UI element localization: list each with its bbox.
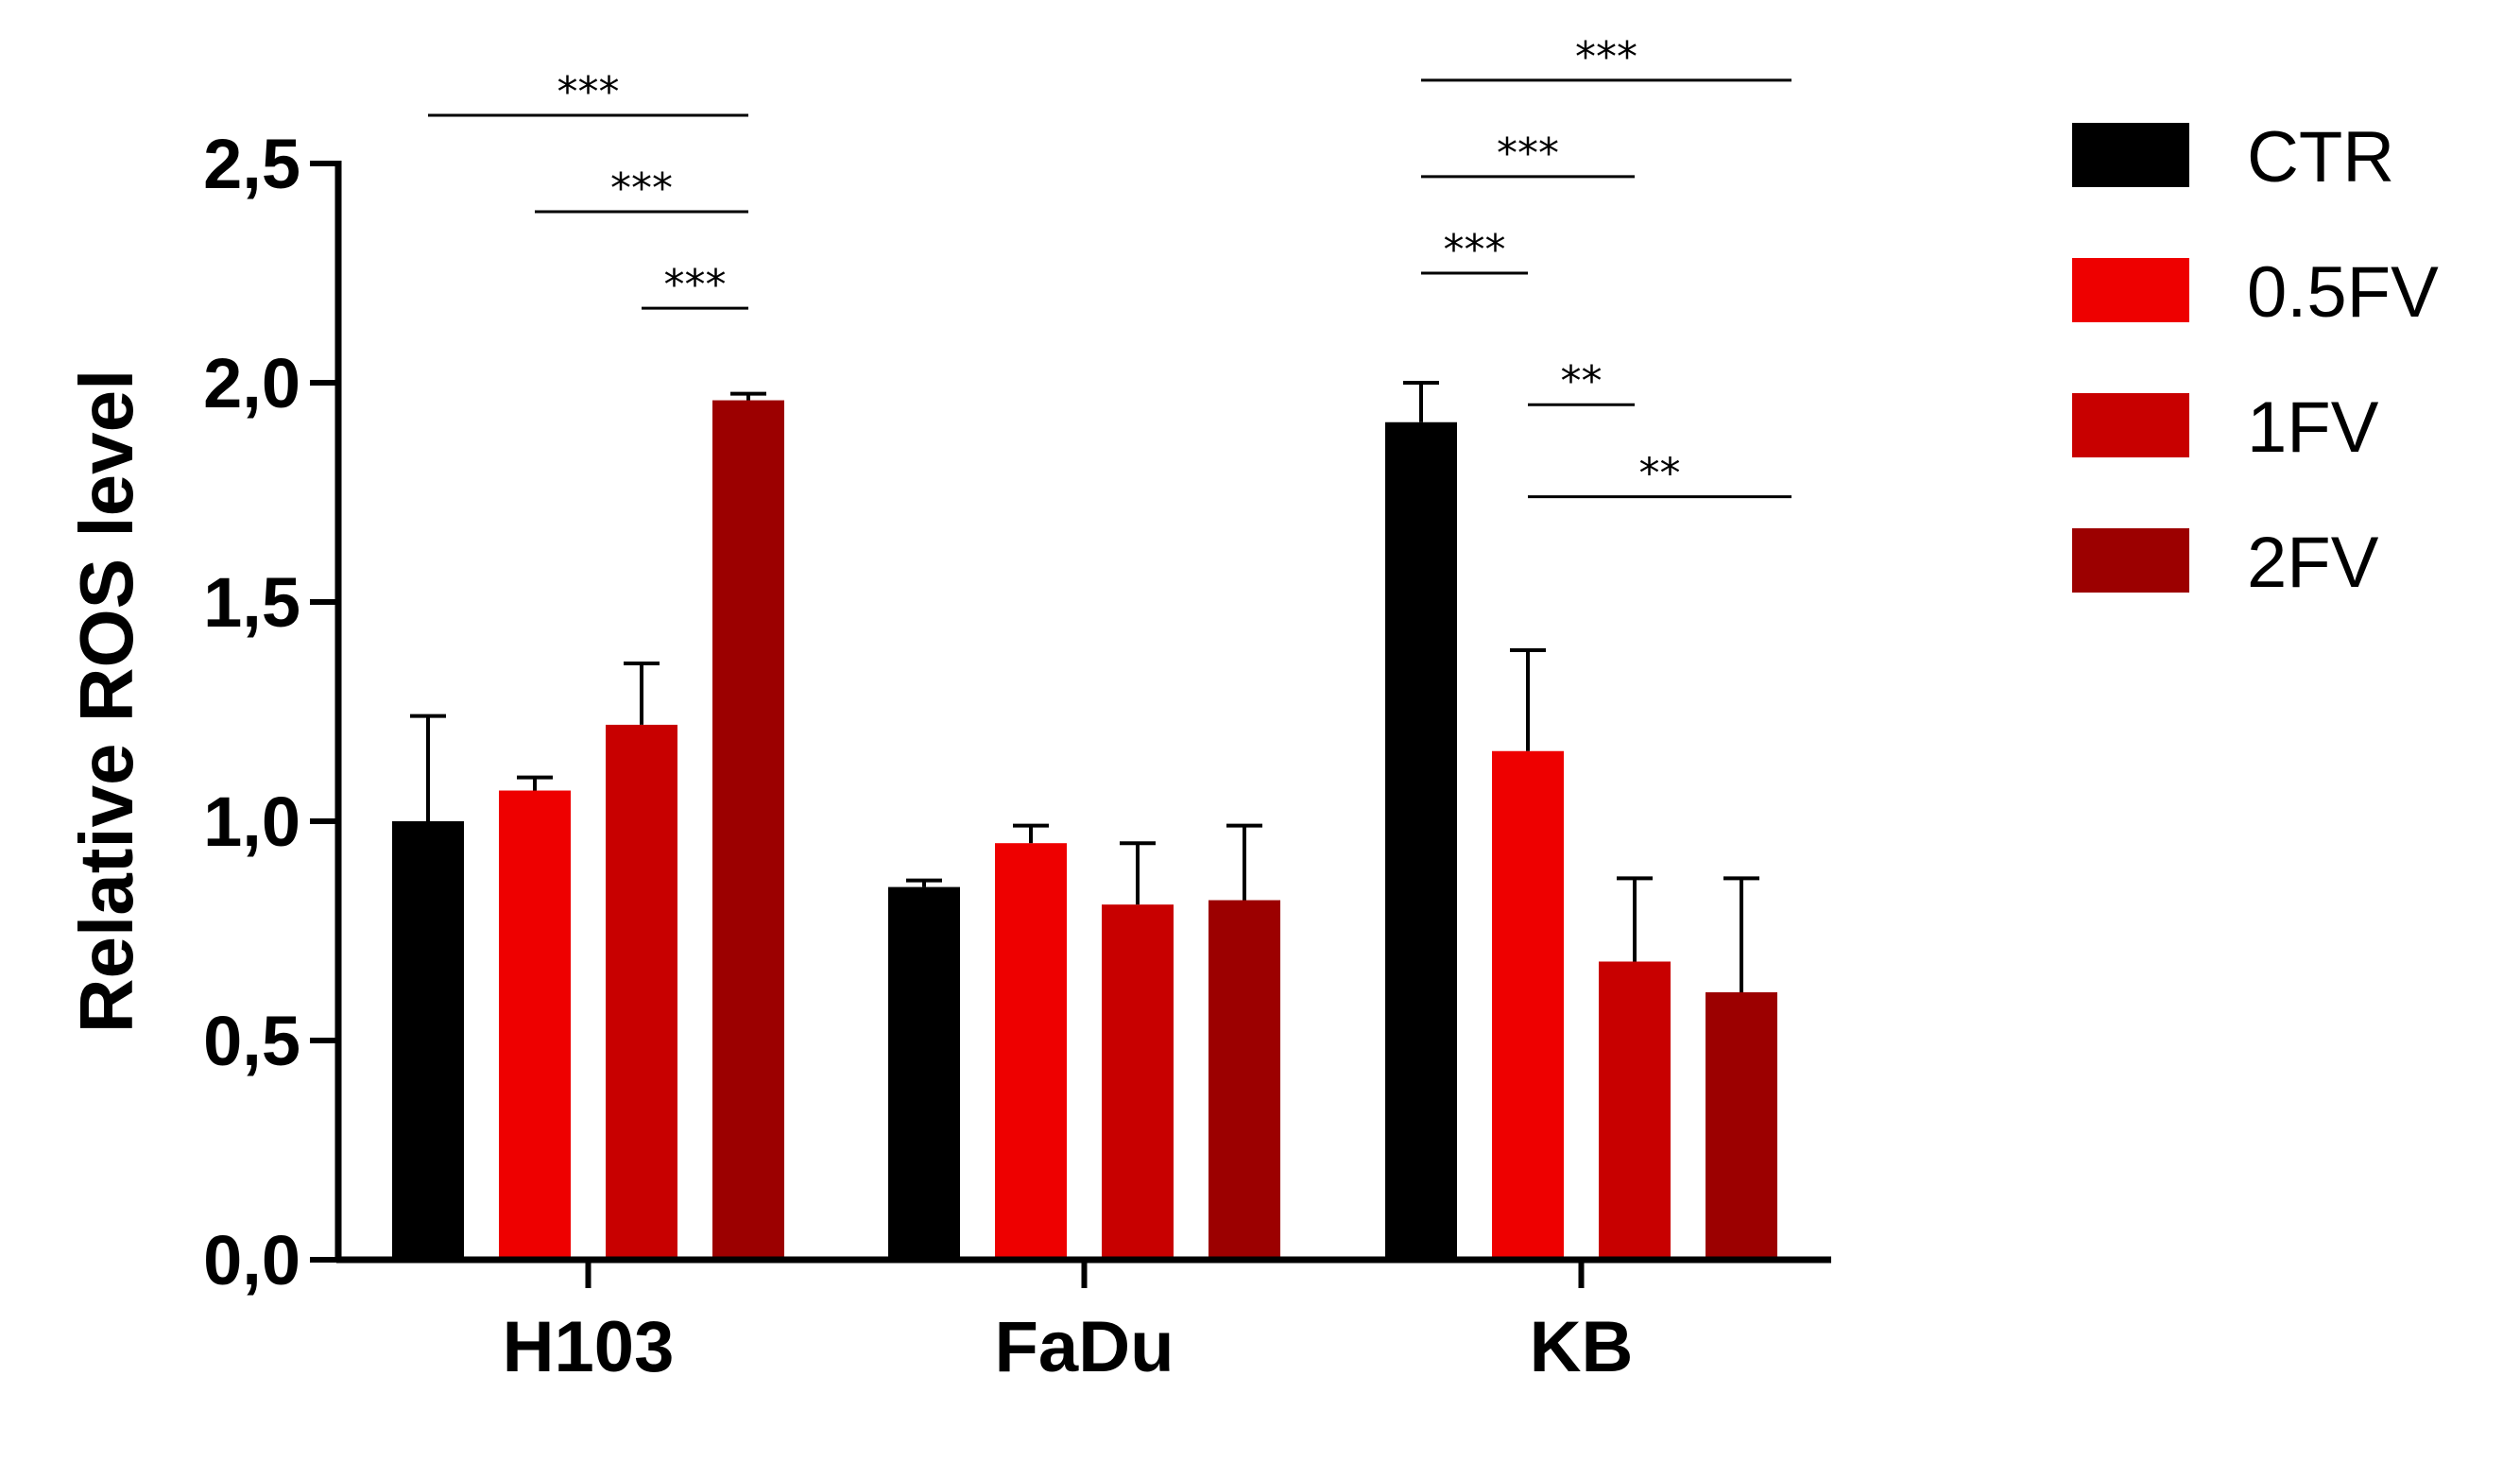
legend-label-ctr: CTR xyxy=(2247,117,2394,198)
bar-kb-2fv xyxy=(1706,991,1777,1260)
legend: CTR 0.5FV 1FV 2FV xyxy=(2072,117,2439,603)
legend-swatch-1fv xyxy=(2072,393,2189,457)
significance-label: *** xyxy=(1444,226,1506,274)
significance-label: *** xyxy=(557,68,620,116)
bar-h103-0-5fv xyxy=(499,790,571,1260)
bar-fadu-ctr xyxy=(888,886,960,1260)
x-tick-label-fadu: FaDu xyxy=(995,1307,1174,1387)
significance-layer: ********************** xyxy=(428,33,1791,499)
axes: 0,0 0,5 1,0 1,5 2,0 2,5 H103 FaDu KB xyxy=(203,125,1831,1387)
significance-label: *** xyxy=(1575,33,1637,81)
legend-label-0-5fv: 0.5FV xyxy=(2247,252,2439,333)
bar-fadu-0-5fv xyxy=(995,843,1067,1260)
significance-label: ** xyxy=(1639,450,1681,498)
y-tick-label: 1,5 xyxy=(203,563,300,642)
y-tick-label: 0,5 xyxy=(203,1002,300,1080)
bar-kb-0-5fv xyxy=(1492,750,1564,1260)
bar-h103-1fv xyxy=(606,724,677,1260)
significance-label: *** xyxy=(610,164,673,213)
significance-label: *** xyxy=(664,261,727,309)
bars-layer xyxy=(392,400,1777,1260)
legend-swatch-ctr xyxy=(2072,123,2189,187)
legend-swatch-2fv xyxy=(2072,528,2189,593)
bar-h103-ctr xyxy=(392,821,464,1260)
significance-label: *** xyxy=(1497,129,1559,178)
bar-kb-ctr xyxy=(1385,421,1457,1260)
x-tick-label-h103: H103 xyxy=(503,1307,675,1387)
y-tick-label: 0,0 xyxy=(203,1221,300,1299)
bar-kb-1fv xyxy=(1599,961,1671,1260)
y-tick-label: 1,0 xyxy=(203,782,300,861)
bar-h103-2fv xyxy=(712,400,784,1260)
significance-label: ** xyxy=(1561,357,1603,405)
legend-label-2fv: 2FV xyxy=(2247,523,2379,603)
y-tick-label: 2,0 xyxy=(203,344,300,422)
y-tick-label: 2,5 xyxy=(203,125,300,203)
legend-label-1fv: 1FV xyxy=(2247,387,2379,468)
legend-swatch-0-5fv xyxy=(2072,258,2189,322)
x-tick-label-kb: KB xyxy=(1530,1307,1634,1387)
error-bars-layer xyxy=(410,381,1759,992)
bar-fadu-2fv xyxy=(1209,900,1280,1260)
bar-fadu-1fv xyxy=(1102,904,1174,1260)
y-axis-title: Relative ROS level xyxy=(64,370,148,1034)
